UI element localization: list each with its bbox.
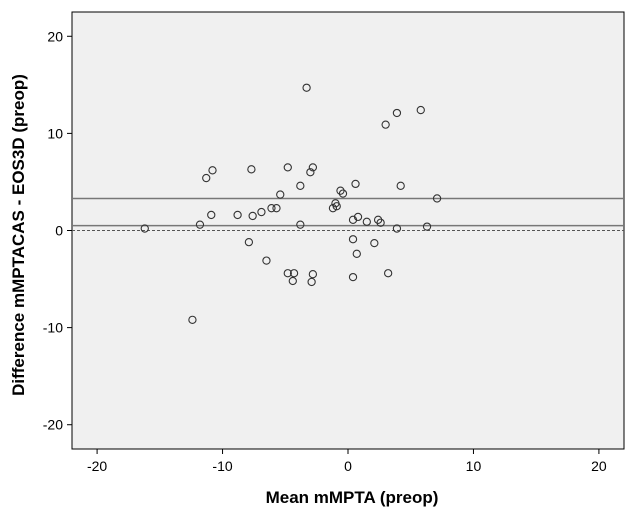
data-point: [432, 194, 442, 203]
y-tick-label: 20: [47, 28, 63, 44]
data-point: [272, 204, 281, 213]
data-point: [336, 186, 345, 195]
data-point: [422, 222, 432, 231]
y-tick-label: 10: [47, 125, 63, 141]
data-point: [188, 315, 197, 324]
reference-lines: [72, 197, 624, 231]
x-tick-label: 0: [344, 458, 352, 474]
data-point: [289, 269, 299, 278]
data-point: [353, 212, 363, 222]
x-tick-label: -20: [87, 458, 107, 474]
data-point: [373, 215, 383, 224]
data-points: [140, 83, 442, 324]
data-point: [233, 210, 242, 220]
data-point: [276, 190, 285, 199]
data-point: [392, 108, 402, 118]
data-point: [308, 270, 318, 279]
y-tick-label: 0: [55, 223, 63, 239]
y-tick-label: -10: [43, 320, 63, 336]
data-point: [308, 163, 318, 172]
data-point: [338, 189, 348, 198]
data-point: [352, 249, 361, 258]
data-point: [288, 276, 297, 286]
y-axis-label: Difference mMPTACAS - EOS3D (preop): [9, 74, 28, 396]
data-point: [348, 272, 358, 282]
data-point: [257, 207, 266, 217]
data-point: [396, 181, 405, 190]
data-point: [247, 165, 256, 174]
data-point: [383, 269, 393, 278]
data-point: [348, 235, 358, 244]
x-tick-label: -10: [212, 458, 232, 474]
data-point: [207, 210, 216, 220]
data-point: [262, 256, 271, 265]
data-point: [306, 168, 315, 177]
data-point: [376, 218, 385, 227]
data-point: [208, 166, 217, 175]
data-point: [332, 202, 341, 211]
data-point: [202, 173, 211, 183]
data-point: [416, 105, 425, 115]
data-point: [381, 120, 390, 129]
data-point: [244, 238, 254, 247]
data-point: [195, 220, 205, 229]
data-point: [307, 277, 316, 287]
data-point: [296, 220, 305, 229]
data-point: [392, 224, 402, 233]
y-axis: -20 -10 0 10 20: [43, 28, 72, 433]
data-point: [296, 181, 305, 190]
data-point: [283, 269, 292, 278]
data-point: [267, 204, 276, 213]
y-tick-label: -20: [43, 417, 63, 433]
data-point: [362, 217, 371, 226]
x-tick-label: 20: [591, 458, 607, 474]
x-tick-label: 10: [466, 458, 482, 474]
data-point: [351, 179, 360, 189]
x-axis: -20 -10 0 10 20: [87, 449, 607, 474]
x-axis-label: Mean mMPTA (preop): [266, 488, 439, 507]
data-point: [248, 211, 257, 221]
data-point: [283, 163, 292, 172]
data-point: [302, 83, 311, 92]
data-point: [140, 224, 149, 233]
data-point: [370, 238, 379, 248]
